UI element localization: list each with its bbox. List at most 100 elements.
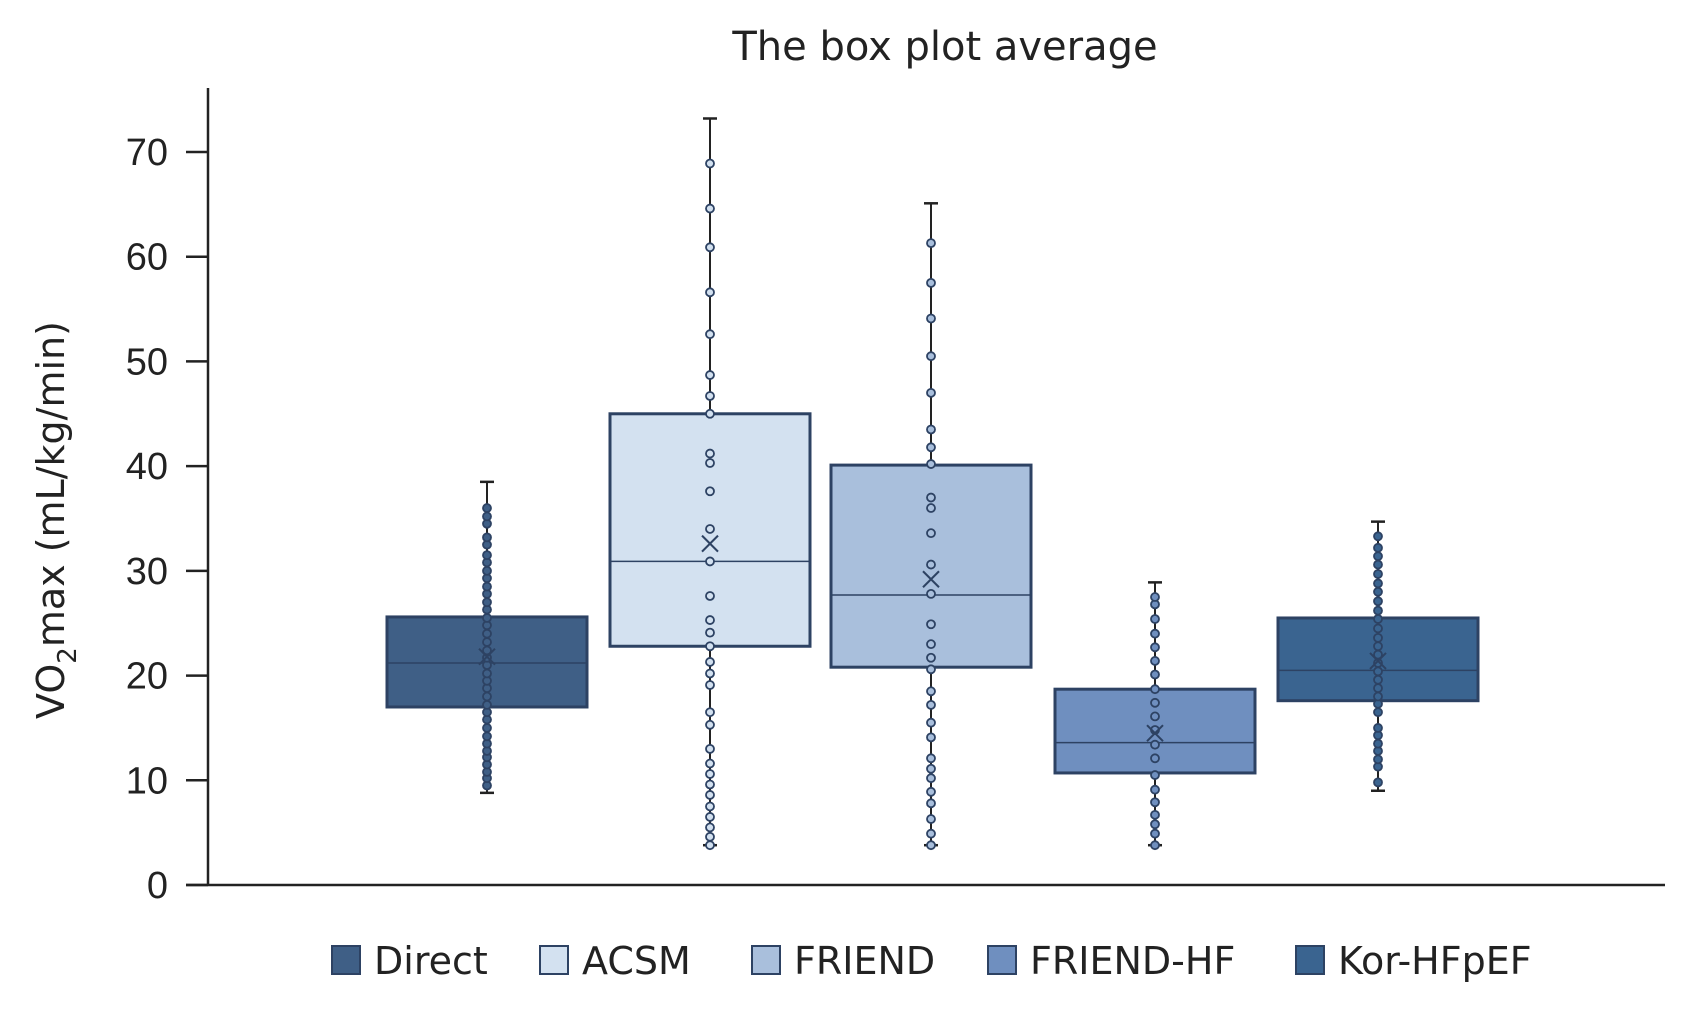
data-point bbox=[926, 619, 936, 630]
data-point bbox=[705, 591, 715, 601]
y-axis-label-sub: 2 bbox=[53, 647, 83, 664]
data-point bbox=[482, 691, 492, 702]
y-tick-label: 40 bbox=[126, 446, 168, 488]
data-point bbox=[926, 277, 936, 288]
data-point bbox=[926, 753, 936, 764]
data-point bbox=[705, 242, 715, 253]
data-point bbox=[1373, 551, 1383, 562]
data-point bbox=[1373, 632, 1383, 643]
data-point bbox=[926, 786, 936, 797]
data-point bbox=[926, 798, 936, 809]
legend-label: FRIEND bbox=[794, 939, 935, 983]
data-point bbox=[705, 408, 715, 419]
data-point bbox=[705, 769, 715, 779]
data-point bbox=[926, 492, 936, 503]
legend-label: ACSM bbox=[582, 939, 691, 983]
data-point bbox=[705, 641, 715, 652]
data-point bbox=[1150, 628, 1160, 639]
box-friend-hf bbox=[1053, 581, 1257, 851]
y-tick-label: 10 bbox=[126, 760, 168, 802]
data-point bbox=[926, 717, 936, 728]
data-point bbox=[1373, 531, 1383, 542]
data-point bbox=[705, 615, 715, 625]
data-point bbox=[1373, 777, 1383, 788]
data-point bbox=[926, 828, 936, 839]
data-point bbox=[926, 664, 936, 675]
data-point bbox=[1373, 623, 1383, 634]
boxes bbox=[385, 117, 1480, 851]
data-point bbox=[926, 459, 936, 469]
legend-item-friend: FRIEND bbox=[751, 939, 935, 983]
data-point bbox=[705, 370, 715, 380]
data-point bbox=[705, 743, 715, 754]
legend-item-direct: Direct bbox=[331, 939, 488, 983]
data-point bbox=[926, 528, 936, 539]
data-point bbox=[926, 814, 936, 824]
y-tick-label: 60 bbox=[126, 237, 168, 279]
data-point bbox=[1150, 753, 1160, 764]
data-point bbox=[705, 822, 715, 833]
box-friend bbox=[829, 202, 1033, 851]
data-point bbox=[1373, 596, 1383, 607]
data-point bbox=[482, 550, 492, 561]
y-tick-label: 70 bbox=[126, 132, 168, 174]
legend-swatch bbox=[1295, 945, 1325, 975]
data-point bbox=[1373, 683, 1383, 694]
data-point bbox=[705, 486, 715, 497]
legend-label: Kor-HFpEF bbox=[1338, 939, 1532, 983]
data-point bbox=[1373, 569, 1383, 579]
data-point bbox=[1373, 674, 1383, 685]
legend: Direct ACSM FRIEND FRIEND-HF Kor-HFpEF bbox=[331, 939, 1532, 983]
y-tick-label: 50 bbox=[126, 341, 168, 383]
data-point bbox=[705, 329, 715, 340]
data-point bbox=[482, 699, 492, 710]
data-point bbox=[705, 779, 715, 790]
data-point bbox=[1373, 641, 1383, 652]
data-point bbox=[926, 732, 936, 743]
mean-marker bbox=[1369, 652, 1387, 670]
data-point bbox=[705, 680, 715, 690]
data-point bbox=[1373, 605, 1383, 616]
data-point bbox=[926, 763, 936, 774]
data-point bbox=[926, 699, 936, 710]
mean-marker bbox=[701, 534, 719, 553]
data-point bbox=[705, 287, 715, 298]
y-tick-label: 20 bbox=[126, 656, 168, 698]
data-point bbox=[1150, 797, 1160, 808]
y-axis-label-pre: VO bbox=[29, 664, 73, 719]
data-point bbox=[705, 831, 715, 842]
y-tick-label: 30 bbox=[126, 551, 168, 593]
data-point bbox=[1150, 784, 1160, 795]
y-axis-label: VO2max (mL/kg/min) bbox=[29, 321, 83, 719]
legend-item-acsm: ACSM bbox=[539, 939, 691, 983]
data-point bbox=[926, 652, 936, 663]
axes: 0 10 20 30 40 50 60 70 bbox=[126, 88, 1665, 907]
data-point bbox=[705, 524, 715, 534]
data-point bbox=[1373, 707, 1383, 718]
data-point bbox=[1373, 691, 1383, 702]
data-point bbox=[705, 668, 715, 679]
data-point bbox=[926, 773, 936, 784]
data-point bbox=[926, 387, 936, 398]
legend-label: FRIEND-HF bbox=[1030, 939, 1235, 983]
data-point bbox=[1373, 586, 1383, 597]
box-kor-hfpef bbox=[1276, 520, 1480, 793]
data-point bbox=[705, 391, 715, 401]
data-point bbox=[926, 639, 936, 650]
mean-marker bbox=[478, 648, 496, 666]
data-point bbox=[482, 637, 492, 647]
data-point bbox=[705, 719, 715, 730]
data-point bbox=[1150, 642, 1160, 653]
legend-item-friend-hf: FRIEND-HF bbox=[987, 939, 1235, 983]
data-point bbox=[705, 458, 715, 468]
data-point bbox=[705, 556, 715, 567]
mean-marker bbox=[1146, 724, 1164, 742]
data-point bbox=[482, 581, 492, 592]
data-point bbox=[926, 588, 936, 599]
data-point bbox=[482, 723, 492, 733]
data-point bbox=[1373, 578, 1383, 589]
legend-swatch bbox=[751, 945, 781, 975]
data-point bbox=[926, 503, 936, 513]
data-point bbox=[1150, 592, 1160, 602]
